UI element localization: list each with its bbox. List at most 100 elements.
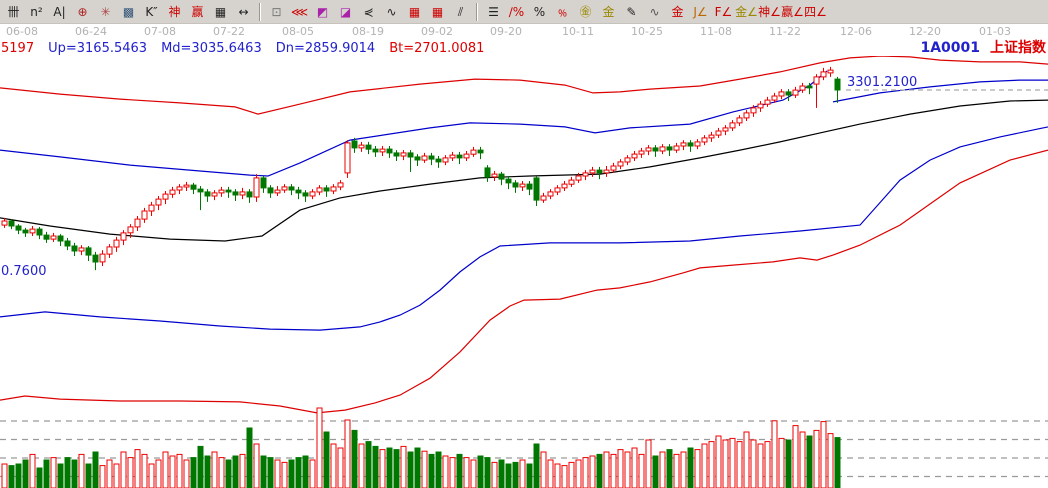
f-angle-icon[interactable]: F∠ [714, 4, 733, 19]
compass-circle-icon[interactable]: ⊕ [77, 4, 88, 19]
candle [673, 142, 680, 153]
trend-lines-icon[interactable]: ⋞ [363, 4, 374, 19]
candle [596, 166, 603, 180]
symbol-name: 上证指数 [990, 40, 1046, 56]
candle [274, 186, 281, 196]
volume-bar [50, 457, 57, 488]
candle [197, 186, 204, 211]
date-tick-label: 06-24 [75, 25, 107, 38]
candle [638, 147, 645, 158]
volume-bar [792, 425, 799, 488]
red-grid-icon[interactable]: ▦ [408, 4, 421, 19]
indicator-value-token: Up=3165.5463 [48, 41, 148, 56]
volume-bar [141, 453, 148, 488]
volume-bar [687, 447, 694, 488]
candle [183, 181, 190, 191]
candle [421, 152, 428, 163]
zigzag-icon[interactable]: ∿ [386, 4, 397, 19]
volume-bar [337, 447, 344, 488]
percent-slash-icon[interactable]: ∕% [508, 4, 525, 19]
gold-lines-icon[interactable]: 金 [602, 4, 615, 19]
candle [722, 125, 729, 136]
date-tick-label: 11-08 [700, 25, 732, 38]
candle [736, 115, 743, 126]
date-tick-label: 07-08 [144, 25, 176, 38]
k-prime-icon[interactable]: K″ [145, 4, 158, 19]
candle [393, 150, 400, 161]
grid-panel-icon[interactable]: ▦ [214, 4, 227, 19]
candle [316, 185, 323, 196]
j-angle-icon[interactable]: J∠ [693, 4, 708, 19]
width-arrows-icon[interactable]: ↔ [238, 4, 249, 19]
brush-icon[interactable]: ✎ [626, 4, 637, 19]
shen-angle-icon[interactable]: 神∠ [758, 4, 781, 19]
candle [610, 162, 617, 173]
fan-box-icon[interactable]: ◩ [316, 4, 329, 19]
candle [743, 110, 750, 121]
select-box-icon[interactable]: ⊡ [271, 4, 282, 19]
ying-hatch-icon[interactable]: 赢 [191, 4, 204, 19]
toolbar-separator [476, 2, 478, 21]
candle [134, 216, 141, 231]
n-squared-icon[interactable]: n² [30, 4, 43, 19]
candle [729, 120, 736, 131]
volume-bar [491, 461, 498, 488]
volume-bar [624, 451, 631, 488]
candle [764, 96, 771, 107]
candle [666, 144, 673, 156]
candle [652, 145, 659, 157]
gold-coin-icon[interactable]: ㊎ [579, 4, 592, 19]
candle [456, 151, 463, 165]
candle [533, 176, 540, 206]
candle [680, 140, 687, 151]
gann-fan-icon[interactable]: ⋘ [290, 4, 309, 19]
candle [512, 180, 519, 193]
volume-bar [533, 443, 540, 488]
candle [484, 165, 491, 182]
parallel-lines-icon[interactable]: ⫽ [457, 4, 464, 19]
candle [442, 155, 449, 166]
upper-inner-band-projection [832, 79, 1048, 103]
candle [239, 187, 246, 200]
candle [169, 186, 176, 198]
volume-bar [71, 459, 78, 488]
lower-inner-band [0, 126, 1048, 331]
candle [491, 171, 498, 181]
volume-bar [43, 459, 50, 488]
candle [498, 171, 505, 186]
gold-angle-icon[interactable]: 金∠ [735, 4, 758, 19]
si-angle-icon[interactable]: 四∠ [804, 4, 827, 19]
ying-angle-icon[interactable]: 赢∠ [781, 4, 804, 19]
volume-bar [631, 447, 638, 488]
candle [526, 181, 533, 196]
fan-box-alt-icon[interactable]: ◪ [339, 4, 352, 19]
candle [463, 151, 470, 161]
volume-bar [659, 451, 666, 488]
candlestick-chart-canvas[interactable] [0, 56, 1048, 488]
date-axis: 06-08 06-24 07-08 07-22 08-05 08-19 09-02 09-20… [0, 25, 1048, 40]
volume-bar [806, 435, 813, 488]
candle [708, 131, 715, 142]
volume-bar [204, 455, 211, 488]
shen-hatch-icon[interactable]: 神 [168, 4, 181, 19]
candle [78, 245, 85, 256]
hatch-ruler-icon[interactable]: 卌 [7, 4, 20, 19]
volume-bar [407, 451, 414, 488]
ruler-chart-icon[interactable]: ☰ [488, 4, 499, 19]
red-grid-arrow-icon[interactable]: ▦ [431, 4, 444, 19]
candle [64, 237, 71, 251]
chart-area[interactable]: 3301.2100 0.7600 [0, 56, 1048, 488]
percent-icon[interactable]: % [533, 4, 546, 19]
mirror-a-icon[interactable]: A| [53, 4, 66, 19]
gold-red-icon[interactable]: 金 [671, 4, 684, 19]
volume-bar [99, 465, 106, 488]
percent-line-icon[interactable]: ﹪ [556, 4, 569, 19]
wave-icon[interactable]: ∿ [649, 4, 660, 19]
star-burst-icon[interactable]: ✳ [100, 4, 111, 19]
grid-star-icon[interactable]: ▩ [122, 4, 135, 19]
candle [561, 181, 568, 191]
candle [568, 176, 575, 187]
volume-bar [715, 435, 722, 488]
date-tick-label: 11-22 [769, 25, 801, 38]
date-tick-label: 09-20 [490, 25, 522, 38]
